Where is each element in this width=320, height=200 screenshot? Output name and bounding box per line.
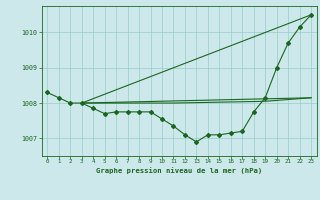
X-axis label: Graphe pression niveau de la mer (hPa): Graphe pression niveau de la mer (hPa) bbox=[96, 167, 262, 174]
